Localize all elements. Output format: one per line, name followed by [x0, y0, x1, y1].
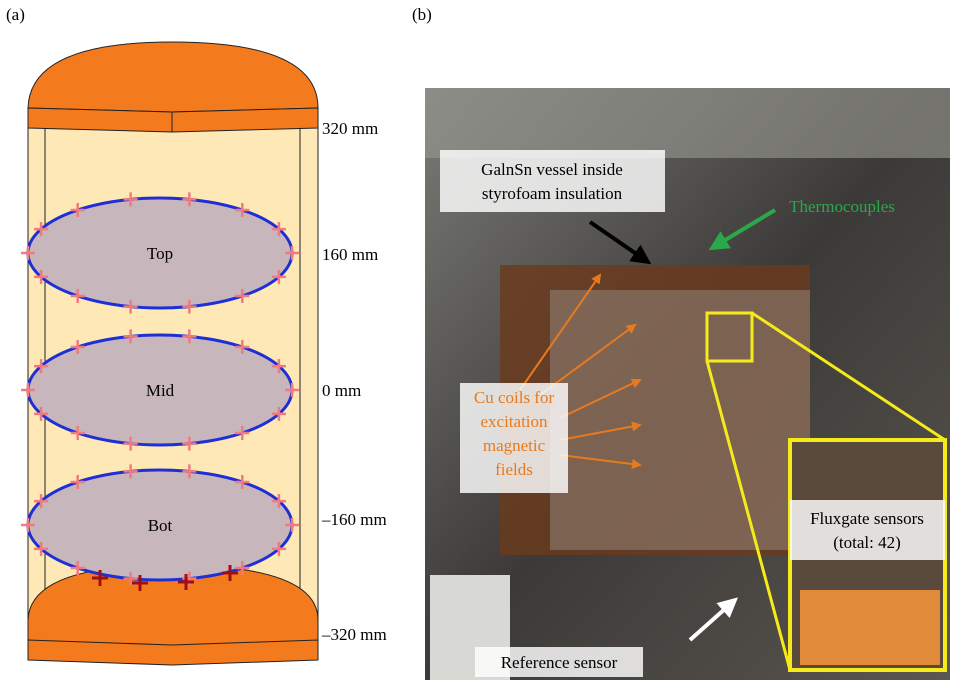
annotation: magnetic — [483, 436, 546, 455]
annotation: fields — [495, 460, 533, 479]
annotation: styrofoam insulation — [482, 184, 623, 203]
height-label: 160 mm — [322, 245, 378, 264]
figure: (a) (b) Top Mid Bot 320 mm 160 mm 0 mm –160 m… — [0, 0, 964, 683]
annotation: Reference sensor — [501, 653, 618, 672]
annotation: GalnSn vessel inside — [481, 160, 623, 179]
annotation: excitation — [480, 412, 548, 431]
annotation: Cu coils for — [474, 388, 555, 407]
annotation: Fluxgate sensors — [810, 509, 924, 528]
height-label: –160 mm — [321, 510, 387, 529]
panel-label: (b) — [412, 5, 432, 24]
height-label: 320 mm — [322, 119, 378, 138]
ring-label: Mid — [146, 381, 175, 400]
annotation: Thermocouples — [789, 197, 895, 216]
height-label: 0 mm — [322, 381, 361, 400]
ring-label: Bot — [148, 516, 173, 535]
ring-label: Top — [147, 244, 173, 263]
height-label: –320 mm — [321, 625, 387, 644]
panel-label: (a) — [6, 5, 25, 24]
annotation: (total: 42) — [833, 533, 901, 552]
